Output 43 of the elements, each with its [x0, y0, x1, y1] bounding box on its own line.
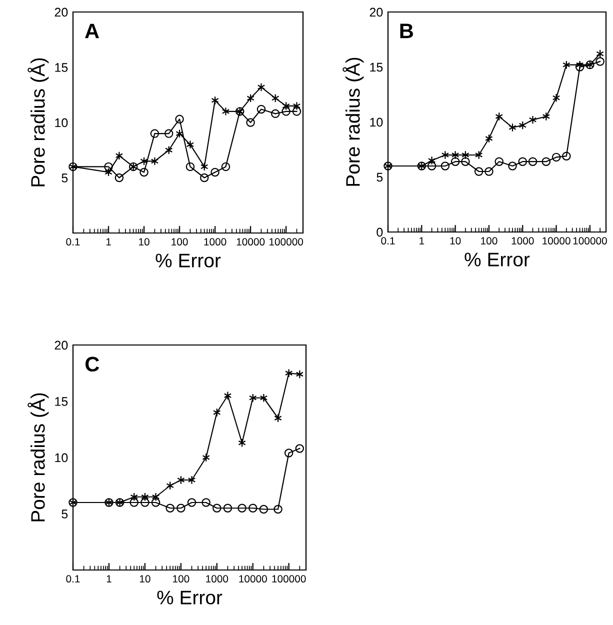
x-tick-label: 100000 — [272, 575, 306, 583]
y-tick-label: 5 — [376, 172, 383, 182]
annotation: C — [86, 356, 100, 372]
x-tick-label: 10 — [140, 575, 150, 583]
x-tick-label: 1 — [106, 238, 111, 246]
y-tick-label: 5 — [62, 510, 68, 518]
y-tick-label: 15 — [55, 397, 68, 406]
x-tick-label: 10 — [450, 237, 461, 245]
y-axis-title: Pore radius (Å) — [28, 393, 49, 522]
y-tick-label: 0 — [376, 228, 383, 237]
x-axis-title: % Error — [464, 252, 530, 266]
x-tick-label: 0.1 — [381, 237, 395, 245]
x-tick-label: 0.1 — [66, 575, 80, 583]
x-tick-label: 100 — [172, 238, 188, 246]
x-tick-label: 1000 — [512, 237, 534, 245]
y-axis-title: Pore radius (Å) — [342, 58, 364, 186]
y-tick-label: 20 — [54, 340, 68, 350]
x-tick-label: 1000 — [206, 575, 228, 583]
x-tick-label: 100000 — [573, 237, 607, 245]
y-tick-label: 10 — [55, 453, 68, 462]
x-tick-label: 100 — [173, 575, 190, 583]
x-tick-label: 100 — [481, 237, 498, 245]
y-tick-label: 10 — [370, 118, 383, 127]
x-tick-label: 1 — [106, 575, 112, 582]
annotation: A — [85, 24, 99, 38]
x-tick-label: 10000 — [542, 237, 570, 245]
x-tick-label: 10000 — [236, 238, 265, 246]
x-tick-label: 10000 — [239, 575, 267, 583]
y-tick-label: 20 — [370, 8, 383, 17]
x-tick-label: 1000 — [204, 238, 226, 246]
x-tick-label: 0.1 — [66, 238, 80, 246]
y-tick-label: 15 — [55, 63, 68, 72]
y-tick-label: 15 — [370, 62, 383, 72]
x-tick-label: 100000 — [269, 238, 304, 246]
x-axis-title: % Error — [156, 254, 221, 268]
annotation: B — [400, 24, 413, 38]
x-tick-label: 1 — [420, 237, 424, 244]
y-tick-label: 10 — [55, 118, 68, 128]
x-axis-title: % Error — [157, 590, 222, 604]
y-tick-label: 5 — [62, 174, 68, 182]
x-tick-label: 10 — [139, 238, 150, 246]
y-axis-title: Pore radius (Å) — [28, 58, 49, 186]
y-tick-label: 20 — [54, 8, 68, 17]
